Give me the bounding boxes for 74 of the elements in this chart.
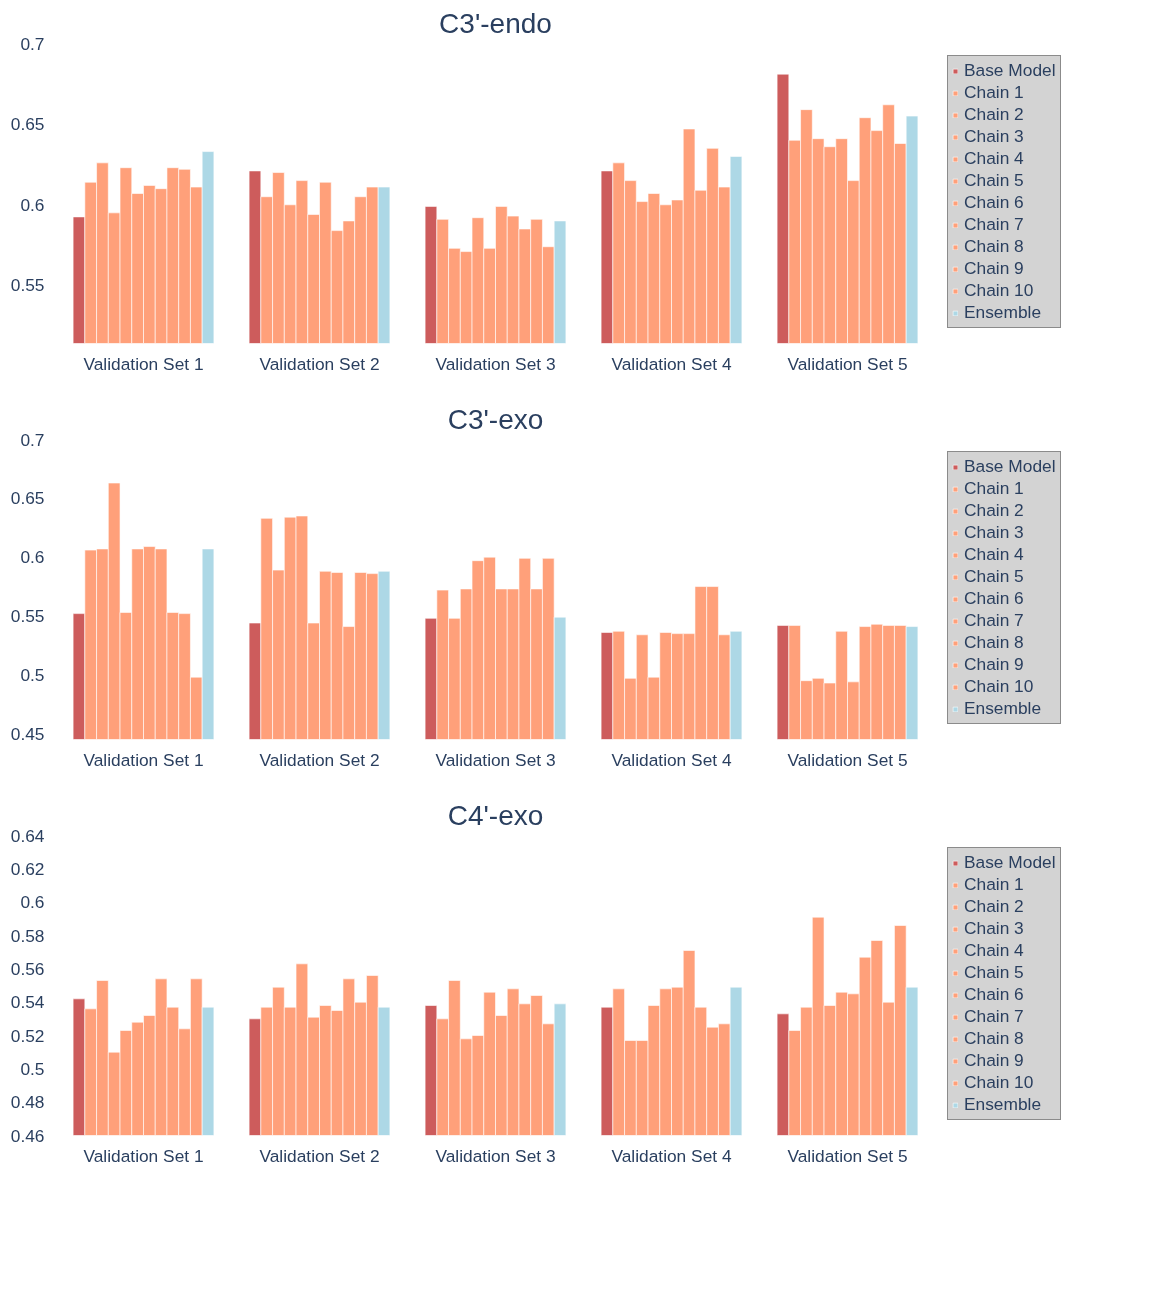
y-tick-label: 0.5: [20, 1058, 45, 1079]
legend-label: Base Model: [964, 60, 1056, 81]
legend-label: Ensemble: [964, 698, 1042, 719]
legend-label: Chain 2: [964, 896, 1024, 917]
x-tick-label: Validation Set 3: [435, 353, 556, 374]
legend-label: Chain 1: [964, 82, 1024, 103]
legend-label: Chain 4: [964, 148, 1024, 169]
y-tick-label: 0.5: [20, 664, 45, 685]
legend-label: Chain 10: [964, 280, 1034, 301]
y-tick-label: 0.46: [10, 1125, 45, 1146]
y-tick-label: 0.7: [20, 33, 45, 54]
y-tick-label: 0.65: [10, 114, 45, 135]
legend-label: Chain 7: [964, 610, 1024, 631]
chart-title: C4'-exo: [447, 799, 544, 831]
legend-label: Chain 8: [964, 1028, 1024, 1049]
legend-label: Ensemble: [964, 302, 1042, 323]
legend-label: Chain 7: [964, 1006, 1024, 1027]
legend-label: Chain 9: [964, 654, 1024, 675]
x-tick-label: Validation Set 4: [611, 353, 732, 374]
x-tick-label: Validation Set 1: [83, 1145, 204, 1166]
y-tick-label: 0.45: [10, 723, 45, 744]
legend-label: Chain 6: [964, 984, 1024, 1005]
y-tick-label: 0.6: [20, 194, 45, 215]
y-tick-label: 0.48: [10, 1092, 45, 1113]
y-tick-label: 0.7: [20, 429, 45, 450]
y-tick-label: 0.55: [10, 605, 45, 626]
legend-label: Chain 7: [964, 214, 1024, 235]
legend-label: Chain 2: [964, 500, 1024, 521]
legend-label: Chain 10: [964, 676, 1034, 697]
legend-label: Chain 3: [964, 918, 1024, 939]
legend-label: Chain 5: [964, 962, 1024, 983]
legend-label: Chain 6: [964, 588, 1024, 609]
x-tick-label: Validation Set 3: [435, 749, 556, 770]
x-tick-label: Validation Set 1: [83, 749, 204, 770]
legend-label: Chain 8: [964, 236, 1024, 257]
y-tick-label: 0.64: [10, 825, 45, 846]
x-tick-label: Validation Set 5: [787, 353, 908, 374]
legend-label: Chain 9: [964, 258, 1024, 279]
x-tick-label: Validation Set 2: [259, 353, 380, 374]
legend-label: Chain 5: [964, 170, 1024, 191]
legend-label: Chain 10: [964, 1072, 1034, 1093]
y-tick-label: 0.6: [20, 892, 45, 913]
x-tick-label: Validation Set 4: [611, 1145, 732, 1166]
y-tick-label: 0.58: [10, 925, 45, 946]
legend-label: Chain 4: [964, 940, 1024, 961]
legend-label: Chain 4: [964, 544, 1024, 565]
x-tick-label: Validation Set 2: [259, 1145, 380, 1166]
legend-label: Chain 8: [964, 632, 1024, 653]
x-tick-label: Validation Set 5: [787, 749, 908, 770]
y-tick-label: 0.52: [10, 1025, 45, 1046]
legend-label: Chain 9: [964, 1050, 1024, 1071]
legend-label: Chain 1: [964, 478, 1024, 499]
legend-label: Chain 3: [964, 126, 1024, 147]
x-tick-label: Validation Set 4: [611, 749, 732, 770]
y-tick-label: 0.54: [10, 992, 45, 1013]
y-tick-label: 0.55: [10, 275, 45, 296]
x-tick-label: Validation Set 5: [787, 1145, 908, 1166]
legend-label: Chain 3: [964, 522, 1024, 543]
y-tick-label: 0.62: [10, 858, 45, 879]
legend-label: Chain 1: [964, 874, 1024, 895]
y-tick-label: 0.56: [10, 958, 45, 979]
x-tick-label: Validation Set 2: [259, 749, 380, 770]
legend-label: Chain 5: [964, 566, 1024, 587]
x-tick-label: Validation Set 1: [83, 353, 204, 374]
legend-label: Ensemble: [964, 1094, 1042, 1115]
chart-title: C3'-exo: [447, 403, 544, 435]
y-tick-label: 0.65: [10, 488, 45, 509]
y-tick-label: 0.6: [20, 547, 45, 568]
legend-label: Base Model: [964, 456, 1056, 477]
legend-label: Chain 6: [964, 192, 1024, 213]
legend-label: Chain 2: [964, 104, 1024, 125]
chart-title: C3'-endo: [439, 7, 552, 39]
x-tick-label: Validation Set 3: [435, 1145, 556, 1166]
legend-label: Base Model: [964, 852, 1056, 873]
